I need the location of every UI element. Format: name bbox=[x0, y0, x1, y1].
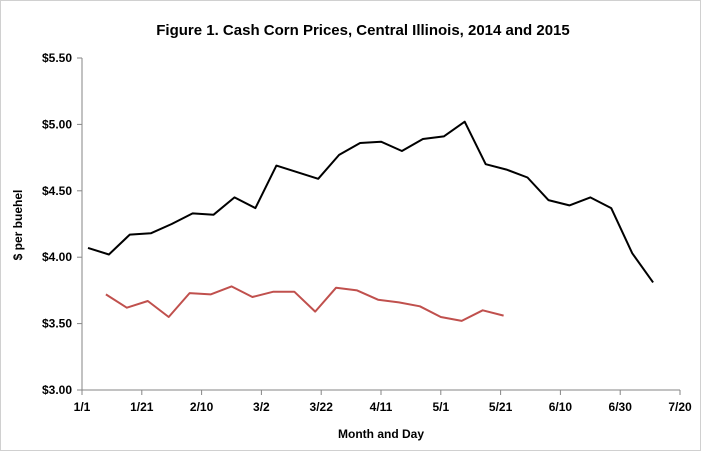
y-tick-label: $3.00 bbox=[42, 383, 72, 397]
x-axis-label: Month and Day bbox=[338, 427, 424, 441]
x-tick-label: 6/30 bbox=[609, 400, 633, 414]
x-tick-label: 7/20 bbox=[668, 400, 692, 414]
x-tick-label: 5/1 bbox=[432, 400, 449, 414]
x-tick-label: 1/1 bbox=[74, 400, 91, 414]
x-tick-label: 4/11 bbox=[370, 400, 393, 414]
x-tick-label: 6/10 bbox=[549, 400, 573, 414]
plot-area: $3.00 $3.50 $4.00 $4.50 $5.00 $5.50 1/1 1/21 2/1… bbox=[42, 51, 692, 414]
y-tick-label: $4.50 bbox=[42, 184, 72, 198]
chart-title: Figure 1. Cash Corn Prices, Central Illi… bbox=[156, 22, 570, 39]
x-tick-label: 1/21 bbox=[130, 400, 154, 414]
x-tick-label: 5/21 bbox=[489, 400, 513, 414]
y-tick-label: $3.50 bbox=[42, 317, 72, 331]
y-axis-label: $ per buehel bbox=[11, 190, 25, 261]
y-tick-label: $5.00 bbox=[42, 117, 72, 131]
y-tick-label: $4.00 bbox=[42, 250, 72, 264]
x-tick-label: 3/2 bbox=[253, 400, 270, 414]
x-tick-label: 2/10 bbox=[190, 400, 214, 414]
y-tick-label: $5.50 bbox=[42, 51, 72, 65]
series-line-2 bbox=[105, 285, 504, 322]
x-tick-label: 3/22 bbox=[310, 400, 334, 414]
series-line-1 bbox=[87, 120, 654, 283]
